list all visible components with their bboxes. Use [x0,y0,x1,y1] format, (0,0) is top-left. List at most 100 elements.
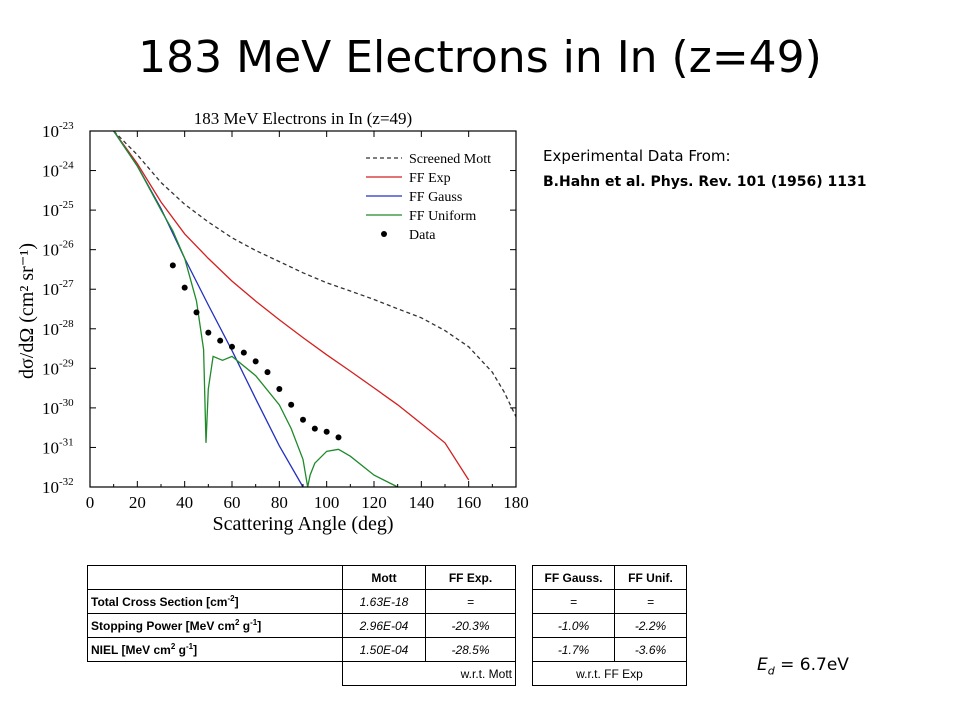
ff-unif-value: -2.2% [614,613,687,638]
ff-exp-comparison-table: FF Gauss. FF Unif. = = -1.0% -2.2% -1.7%… [532,565,687,686]
data-point [311,425,318,432]
y-tick-exponent: -30 [59,397,74,409]
data-point [323,428,330,435]
header-mott: Mott [342,565,426,590]
data-point [229,343,235,350]
y-tick-label: 10-25 [42,199,74,220]
footer-wrt-ff-exp: w.r.t. FF Exp [532,661,687,686]
x-tick-label: 20 [129,493,146,512]
source-note-line1: Experimental Data From: [543,147,731,165]
data-point [300,416,306,423]
y-tick-exponent: -26 [59,239,74,251]
data-point [252,358,259,365]
y-tick-label: 10-31 [42,436,74,457]
x-tick-label: 40 [176,493,193,512]
footer-blank [88,662,343,686]
table-row: -1.7% -3.6% [532,637,687,662]
y-tick-exponent: -27 [59,278,74,290]
label-sup: 2 [235,618,240,627]
x-tick-label: 60 [224,493,241,512]
y-tick-exponent: -32 [59,476,74,488]
data-point [169,262,176,269]
label-mid: g [175,643,186,657]
y-tick-base: 10 [42,201,59,220]
plot-frame [89,130,517,488]
data-point [193,309,200,316]
x-tick-label: 120 [361,493,387,512]
x-tick-label: 180 [503,493,529,512]
y-tick-base: 10 [42,399,59,418]
ff-unif-value: = [614,589,687,614]
slide-title: 183 MeV Electrons in In (z=49) [138,32,822,83]
data-point [205,329,212,336]
table-header-row: Mott FF Exp. [87,565,516,590]
ff-exp-value: = [425,589,516,614]
chart-title: 183 MeV Electrons in In (z=49) [194,109,412,128]
ed-subscript: d [767,664,775,678]
ff-unif-value: -3.6% [614,637,687,662]
label-end: ] [234,595,239,609]
table-header-blank [87,565,343,590]
y-tick-base: 10 [42,438,59,457]
y-tick-base: 10 [42,280,59,299]
y-tick-exponent: -29 [59,357,74,369]
ff-gauss-value: = [532,589,615,614]
row-label-total-cross-section: Total Cross Section [cm-2] [87,589,343,614]
series-line-screened-mott [113,130,517,417]
legend-label: FF Gauss [409,190,462,205]
y-tick-label: 10-26 [42,239,74,260]
y-tick-label: 10-30 [42,397,74,418]
ed-symbol: E [757,655,768,675]
data-point [240,349,247,356]
y-tick-exponent: -25 [59,199,74,211]
series-line-ff-gauss [113,130,304,488]
series-line-ff-uniform [113,130,398,488]
y-tick-base: 10 [42,478,59,497]
data-point [288,401,295,408]
y-tick-base: 10 [42,320,59,339]
y-tick-base: 10 [42,241,59,260]
header-ff-gauss: FF Gauss. [532,565,615,590]
header-ff-exp: FF Exp. [425,565,516,590]
y-tick-exponent: -24 [59,160,74,172]
mott-value: 2.96E-04 [342,613,426,638]
legend-label: Data [409,228,436,243]
data-point [264,369,271,376]
ff-gauss-value: -1.7% [532,637,615,662]
y-tick-label: 10-28 [42,318,74,339]
label-text: NIEL [MeV cm [91,643,171,657]
table-header-row: FF Gauss. FF Unif. [532,565,687,590]
row-label-stopping-power: Stopping Power [MeV cm2 g-1] [87,613,343,638]
data-point [276,386,283,393]
label-text: Total Cross Section [cm [91,595,228,609]
x-tick-label: 80 [271,493,288,512]
table-footer-row: w.r.t. FF Exp [532,661,687,686]
label-sup2: -1 [250,618,258,627]
y-tick-label: 10-29 [42,357,74,378]
label-text: Stopping Power [MeV cm [91,619,236,633]
label-sup2: -1 [185,642,194,651]
y-tick-exponent: -31 [59,436,74,448]
footer-wrt-mott: w.r.t. Mott [342,661,516,686]
legend-label: FF Uniform [409,209,476,224]
legend-label: Screened Mott [409,152,491,167]
y-tick-base: 10 [42,162,59,181]
ff-gauss-value: -1.0% [532,613,615,638]
y-tick-label: 10-24 [42,160,74,181]
y-tick-base: 10 [42,122,59,141]
ff-exp-value: -20.3% [425,613,516,638]
mott-value: 1.50E-04 [342,637,426,662]
series-line-ff-exp [113,130,470,481]
y-tick-label: 10-32 [42,476,74,497]
y-tick-label: 10-23 [42,120,74,141]
cross-section-chart: 0 20 40 60 80 100 120 140 160 18010-2310-2410-251… [16,109,529,535]
label-sup: -2 [227,594,235,603]
header-ff-unif: FF Unif. [614,565,687,590]
ff-exp-value: -28.5% [425,637,516,662]
table-row: Stopping Power [MeV cm2 g-1] 2.96E-04 -2… [87,613,516,638]
legend-label: FF Exp [409,171,451,186]
table-footer-row: w.r.t. Mott [88,661,516,686]
table-row: -1.0% -2.2% [532,613,687,638]
table-row: = = [532,589,687,614]
x-axis-label: Scattering Angle (deg) [212,513,393,535]
